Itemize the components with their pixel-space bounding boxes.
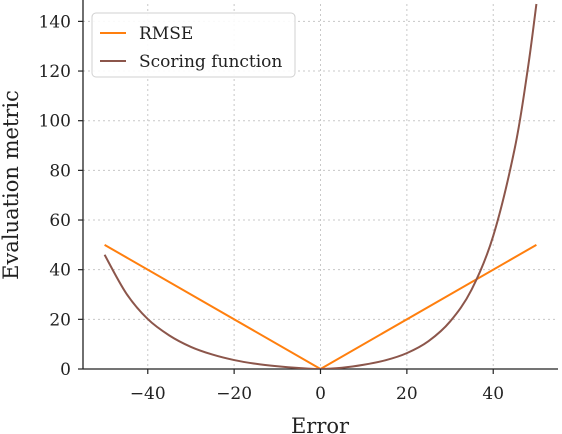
- y-tick-label: 140: [39, 12, 71, 32]
- y-tick-label: 0: [60, 360, 71, 380]
- y-tick-label: 120: [39, 62, 71, 82]
- x-tick-label: 40: [482, 384, 504, 404]
- y-tick-label: 80: [49, 161, 71, 181]
- tick-labels: −40 −20 0 20 40 0 20 40 60 80 100 120 140: [39, 12, 505, 404]
- y-tick-label: 60: [49, 211, 71, 231]
- series-line-scoring-function: [103, 3, 538, 369]
- x-axis-label: Error: [291, 414, 350, 434]
- legend-label-scoring-function: Scoring function: [139, 52, 282, 72]
- x-tick-label: 0: [315, 384, 326, 404]
- legend-label-rmse: RMSE: [139, 24, 193, 44]
- x-tick-label: −20: [216, 384, 252, 404]
- y-tick-label: 20: [49, 310, 71, 330]
- legend-box: [91, 12, 296, 78]
- series-layer: [103, 3, 538, 369]
- legend: RMSE Scoring function: [91, 12, 296, 78]
- y-tick-label: 100: [39, 112, 71, 132]
- y-tick-label: 40: [49, 261, 71, 281]
- y-axis-label: Evaluation metric: [0, 90, 23, 280]
- series-line-rmse: [104, 243, 537, 369]
- x-tick-label: 20: [396, 384, 418, 404]
- x-tick-label: −40: [130, 384, 166, 404]
